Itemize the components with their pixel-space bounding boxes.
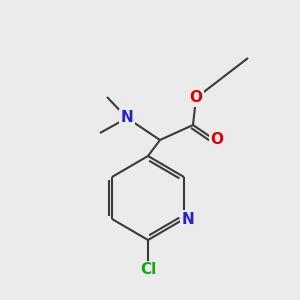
Text: Cl: Cl	[140, 262, 156, 278]
Text: N: N	[182, 212, 194, 226]
Text: O: O	[190, 91, 202, 106]
Text: N: N	[121, 110, 134, 125]
Text: O: O	[211, 133, 224, 148]
